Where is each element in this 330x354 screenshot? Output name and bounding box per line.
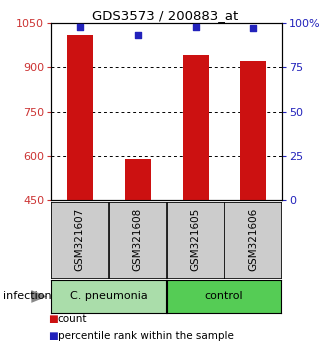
Point — [135, 33, 140, 38]
Bar — [240, 61, 266, 200]
Point — [193, 24, 198, 29]
Text: ■: ■ — [48, 331, 58, 341]
Bar — [67, 35, 93, 200]
Text: ■: ■ — [48, 314, 58, 324]
Point — [251, 25, 256, 31]
Text: C. pneumonia: C. pneumonia — [70, 291, 148, 302]
Text: count: count — [58, 314, 87, 324]
Text: GDS3573 / 200883_at: GDS3573 / 200883_at — [92, 9, 238, 22]
Text: control: control — [205, 291, 244, 302]
Text: GSM321605: GSM321605 — [190, 208, 200, 272]
Bar — [125, 159, 151, 200]
Polygon shape — [31, 290, 47, 303]
Text: GSM321606: GSM321606 — [248, 208, 258, 272]
Bar — [182, 56, 209, 200]
Point — [77, 24, 82, 29]
Text: percentile rank within the sample: percentile rank within the sample — [58, 331, 234, 341]
Text: GSM321607: GSM321607 — [75, 208, 85, 272]
Text: GSM321608: GSM321608 — [132, 208, 143, 272]
Text: infection: infection — [3, 291, 52, 302]
